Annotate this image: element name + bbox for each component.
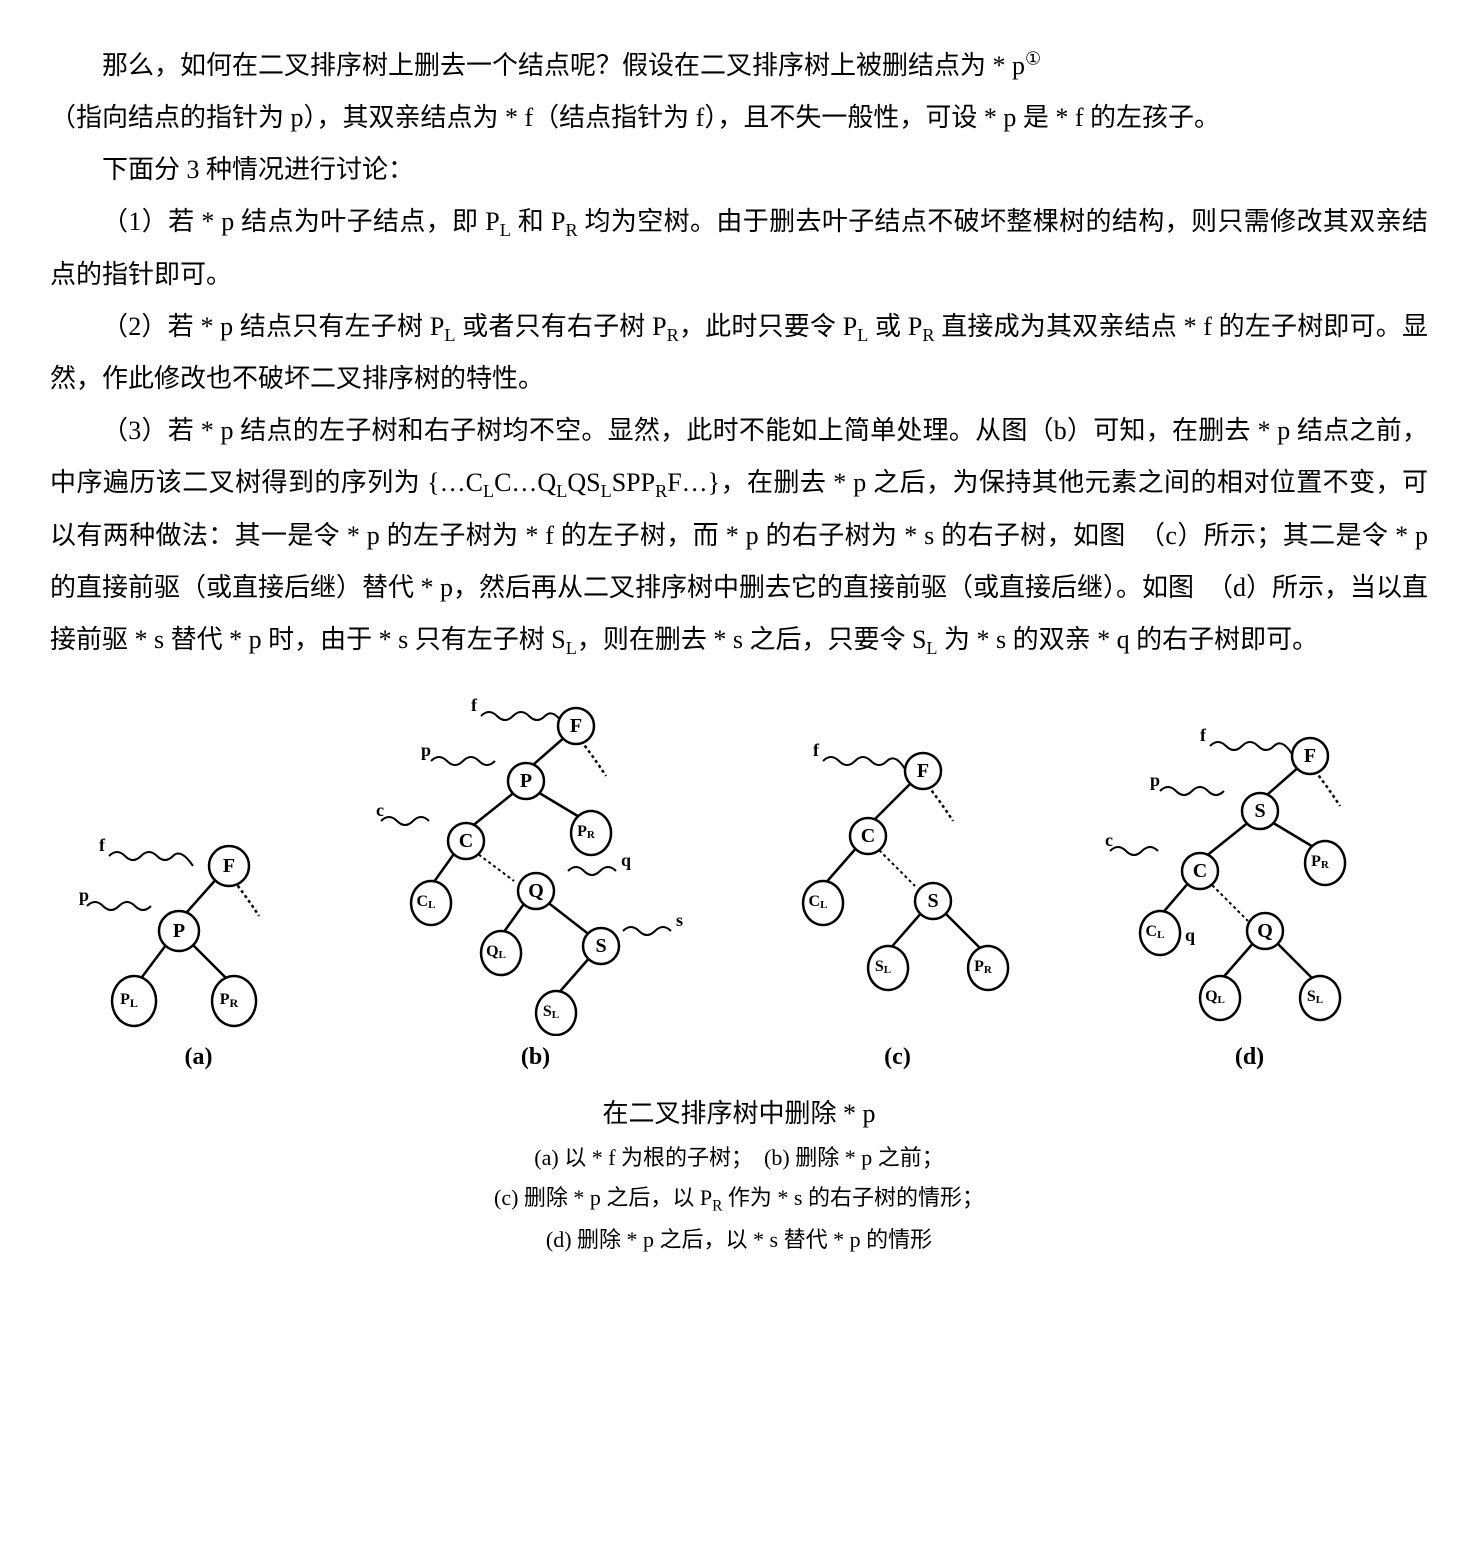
text: 作为 * s 的右子树的情形；	[722, 1185, 984, 1210]
footnote-mark: ①	[1025, 48, 1041, 68]
figure-b-label: (b)	[521, 1044, 550, 1071]
svg-text:S: S	[1254, 800, 1265, 822]
paragraph-4: （2）若 * p 结点只有左子树 PL 或者只有右子树 PR，此时只要令 PL …	[50, 301, 1428, 406]
svg-text:c: c	[1105, 830, 1113, 850]
paragraph-2: 下面分 3 种情况进行讨论：	[50, 144, 1428, 196]
svg-text:P: P	[519, 770, 531, 792]
sub: R	[667, 325, 679, 345]
figure-a: f p F P PL PR (a)	[79, 816, 319, 1071]
svg-text:q: q	[621, 850, 631, 870]
text: ，则在删去 * s 之后，只要令 S	[577, 625, 927, 654]
sub: L	[500, 220, 511, 240]
text: 或者只有右子树 P	[455, 312, 666, 341]
paragraph-1b: （指向结点的指针为 p），其双亲结点为 * f（结点指针为 f），且不失一般性，…	[50, 92, 1428, 144]
svg-text:Q: Q	[528, 880, 544, 902]
text: （指向结点的指针为 p），其双亲结点为 * f（结点指针为 f），且不失一般性，…	[50, 103, 1220, 132]
svg-text:C: C	[1192, 860, 1206, 882]
sub: L	[483, 481, 494, 501]
svg-text:p: p	[79, 885, 89, 905]
sub: R	[922, 325, 934, 345]
paragraph-5: （3）若 * p 结点的左子树和右子树均不空。显然，此时不能如上简单处理。从图（…	[50, 405, 1428, 666]
tree-d-svg: f p c q F S PR C	[1100, 726, 1400, 1036]
svg-text:s: s	[676, 910, 683, 930]
svg-text:F: F	[222, 855, 234, 877]
caption-line-1: (a) 以 * f 为根的子树； (b) 删除 * p 之前；	[50, 1138, 1428, 1178]
figure-d: f p c q F S PR C	[1100, 726, 1400, 1071]
sub: R	[565, 220, 577, 240]
caption-main: 在二叉排序树中删除 * p	[50, 1091, 1428, 1138]
text: C…Q	[494, 468, 556, 497]
figure-c: f F C CL S SL PR (c)	[753, 736, 1043, 1071]
paragraph-1: 那么，如何在二叉排序树上删去一个结点呢？假设在二叉排序树上被删结点为 * p①	[50, 40, 1428, 92]
paragraph-3: （1）若 * p 结点为叶子结点，即 PL 和 PR 均为空树。由于删去叶子结点…	[50, 196, 1428, 301]
sub: L	[926, 638, 937, 658]
svg-text:p: p	[421, 740, 431, 760]
sub: L	[556, 481, 567, 501]
svg-text:F: F	[916, 760, 928, 782]
tree-b-svg: f p c q s F P C	[376, 696, 696, 1036]
figure-d-label: (d)	[1235, 1044, 1264, 1071]
tree-a-svg: f p F P PL PR	[79, 816, 319, 1036]
figures-row: f p F P PL PR (a) f	[50, 696, 1428, 1071]
svg-text:p: p	[1150, 770, 1160, 790]
svg-text:f: f	[99, 835, 106, 855]
text: 或 P	[868, 312, 922, 341]
svg-text:S: S	[927, 890, 938, 912]
sub: R	[712, 1197, 722, 1214]
text: (c) 删除 * p 之后，以 P	[494, 1185, 712, 1210]
svg-text:P: P	[172, 920, 184, 942]
svg-text:S: S	[595, 935, 606, 957]
text: （1）若 * p 结点为叶子结点，即 P	[102, 207, 500, 236]
sub: L	[857, 325, 868, 345]
svg-text:c: c	[376, 800, 384, 820]
svg-text:f: f	[471, 696, 478, 715]
sub: L	[601, 481, 612, 501]
svg-text:Q: Q	[1257, 920, 1273, 942]
sub: L	[444, 325, 455, 345]
sub: R	[655, 481, 667, 501]
text: 和 P	[511, 207, 566, 236]
text: 那么，如何在二叉排序树上删去一个结点呢？假设在二叉排序树上被删结点为 * p	[102, 51, 1025, 80]
text: QS	[567, 468, 600, 497]
svg-text:F: F	[1303, 745, 1315, 767]
svg-text:F: F	[569, 715, 581, 737]
caption-line-3: (d) 删除 * p 之后，以 * s 替代 * p 的情形	[50, 1220, 1428, 1260]
text: 为 * s 的双亲 * q 的右子树即可。	[938, 625, 1319, 654]
tree-c-svg: f F C CL S SL PR	[753, 736, 1043, 1036]
caption-line-2: (c) 删除 * p 之后，以 PR 作为 * s 的右子树的情形；	[50, 1178, 1428, 1220]
svg-text:f: f	[813, 740, 820, 760]
text: 下面分 3 种情况进行讨论：	[102, 155, 414, 184]
svg-text:C: C	[860, 825, 874, 847]
sub: L	[566, 638, 577, 658]
text: （2）若 * p 结点只有左子树 P	[102, 312, 444, 341]
svg-text:C: C	[458, 830, 472, 852]
svg-text:f: f	[1200, 726, 1207, 745]
text: SPP	[612, 468, 655, 497]
figure-a-label: (a)	[185, 1044, 213, 1071]
figure-caption: 在二叉排序树中删除 * p (a) 以 * f 为根的子树； (b) 删除 * …	[50, 1091, 1428, 1259]
svg-text:q: q	[1185, 925, 1195, 945]
text: ，此时只要令 P	[679, 312, 857, 341]
figure-b: f p c q s F P C	[376, 696, 696, 1071]
figure-c-label: (c)	[884, 1044, 911, 1071]
